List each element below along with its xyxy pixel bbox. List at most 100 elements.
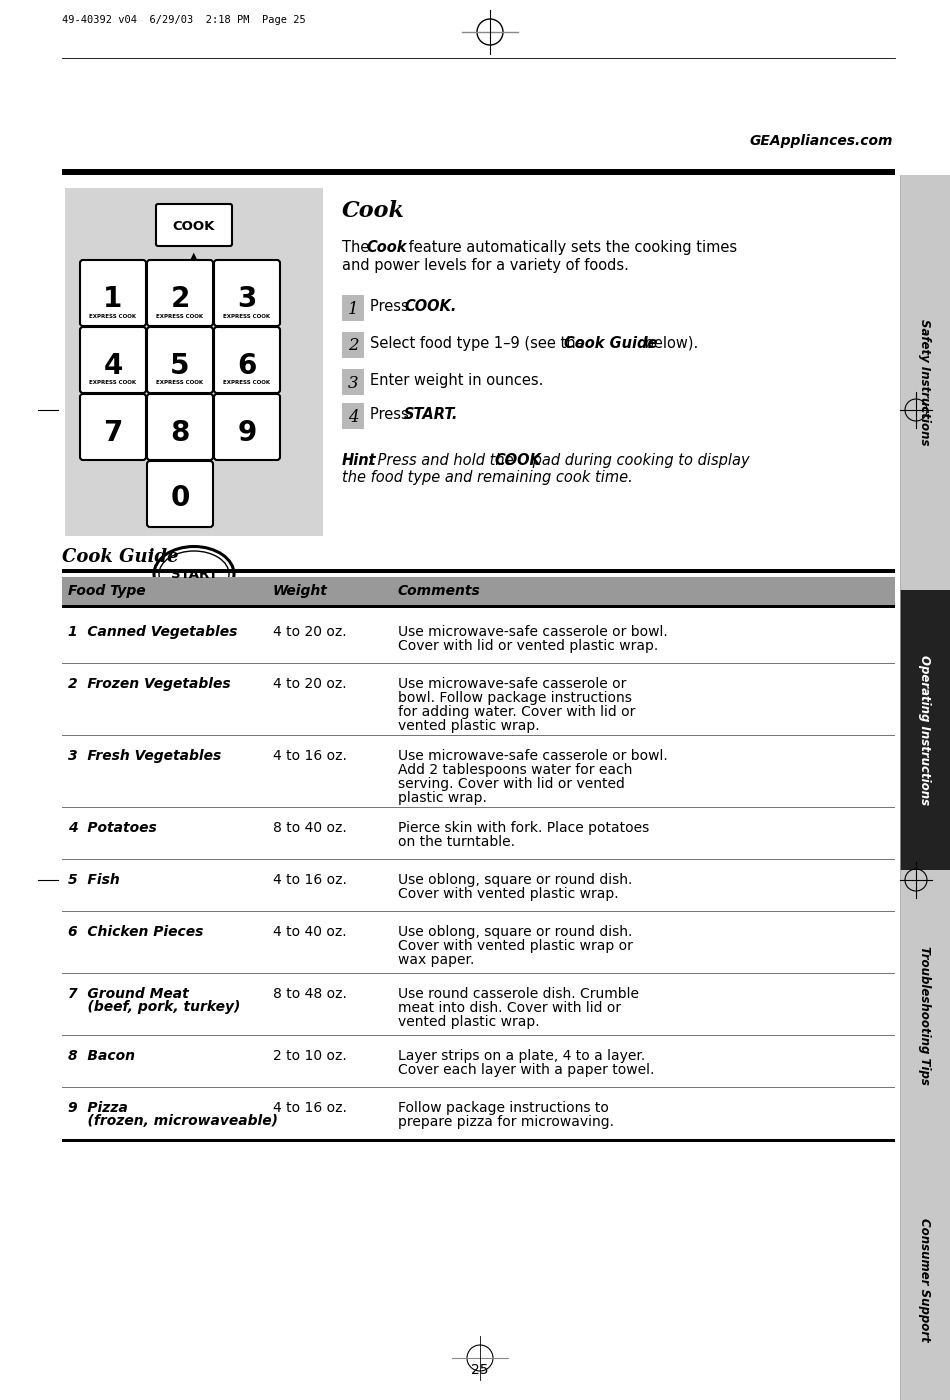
- Text: 6: 6: [238, 351, 256, 379]
- Text: The: The: [342, 239, 374, 255]
- FancyBboxPatch shape: [214, 393, 280, 461]
- Text: 0: 0: [170, 484, 190, 512]
- FancyBboxPatch shape: [147, 328, 213, 393]
- Text: 2 to 10 oz.: 2 to 10 oz.: [273, 1049, 347, 1063]
- Text: 3: 3: [348, 374, 358, 392]
- Text: 9  Pizza: 9 Pizza: [68, 1100, 128, 1114]
- FancyBboxPatch shape: [156, 204, 232, 246]
- Text: START.: START.: [404, 407, 458, 421]
- Text: 1: 1: [104, 286, 123, 314]
- Text: Weight: Weight: [273, 584, 328, 598]
- Text: EXPRESS COOK: EXPRESS COOK: [157, 381, 203, 385]
- Text: Layer strips on a plate, 4 to a layer.: Layer strips on a plate, 4 to a layer.: [398, 1049, 645, 1063]
- Text: wax paper.: wax paper.: [398, 953, 474, 967]
- Bar: [900, 869, 950, 1161]
- Bar: [62, 577, 895, 605]
- Text: Cover with vented plastic wrap or: Cover with vented plastic wrap or: [398, 939, 633, 953]
- Bar: [342, 295, 364, 321]
- Text: bowl. Follow package instructions: bowl. Follow package instructions: [398, 692, 632, 706]
- FancyBboxPatch shape: [80, 393, 146, 461]
- Text: Hint: Hint: [342, 454, 376, 468]
- Text: Press: Press: [370, 300, 413, 314]
- Text: Pierce skin with fork. Place potatoes: Pierce skin with fork. Place potatoes: [398, 820, 649, 834]
- Text: (beef, pork, turkey): (beef, pork, turkey): [68, 1000, 240, 1014]
- Text: COOK: COOK: [173, 220, 216, 232]
- Bar: [62, 605, 895, 608]
- Bar: [62, 568, 895, 573]
- Text: EXPRESS COOK: EXPRESS COOK: [157, 314, 203, 319]
- Text: 2  Frozen Vegetables: 2 Frozen Vegetables: [68, 678, 231, 692]
- Text: the food type and remaining cook time.: the food type and remaining cook time.: [342, 470, 633, 484]
- Text: pad during cooking to display: pad during cooking to display: [528, 454, 750, 468]
- Text: ▲: ▲: [190, 251, 198, 260]
- Text: 2: 2: [170, 286, 190, 314]
- FancyBboxPatch shape: [80, 328, 146, 393]
- Text: COOK: COOK: [494, 454, 541, 468]
- Bar: [342, 403, 364, 428]
- FancyBboxPatch shape: [147, 393, 213, 461]
- Text: 4: 4: [348, 409, 358, 426]
- Text: Use oblong, square or round dish.: Use oblong, square or round dish.: [398, 925, 633, 939]
- Text: 8 to 40 oz.: 8 to 40 oz.: [273, 820, 347, 834]
- Text: Add 2 tablespoons water for each: Add 2 tablespoons water for each: [398, 763, 633, 777]
- Text: 9: 9: [238, 419, 256, 447]
- Bar: [900, 589, 950, 869]
- Text: 4  Potatoes: 4 Potatoes: [68, 820, 157, 834]
- Text: Safety Instructions: Safety Instructions: [919, 319, 932, 445]
- Text: Cover with vented plastic wrap.: Cover with vented plastic wrap.: [398, 888, 618, 902]
- Text: Follow package instructions to: Follow package instructions to: [398, 1100, 609, 1114]
- Text: Cook: Cook: [366, 239, 407, 255]
- Text: Use microwave-safe casserole or: Use microwave-safe casserole or: [398, 678, 626, 692]
- Text: for adding water. Cover with lid or: for adding water. Cover with lid or: [398, 706, 636, 720]
- Text: Operating Instructions: Operating Instructions: [919, 655, 932, 805]
- Text: 4 to 20 oz.: 4 to 20 oz.: [273, 624, 347, 638]
- Text: Use microwave-safe casserole or bowl.: Use microwave-safe casserole or bowl.: [398, 624, 668, 638]
- FancyBboxPatch shape: [80, 260, 146, 326]
- Text: 7: 7: [104, 419, 123, 447]
- Text: vented plastic wrap.: vented plastic wrap.: [398, 720, 540, 734]
- Text: meat into dish. Cover with lid or: meat into dish. Cover with lid or: [398, 1001, 621, 1015]
- Text: Cover each layer with a paper towel.: Cover each layer with a paper towel.: [398, 1063, 655, 1077]
- Text: Use oblong, square or round dish.: Use oblong, square or round dish.: [398, 874, 633, 888]
- Text: 6  Chicken Pieces: 6 Chicken Pieces: [68, 925, 203, 939]
- Text: Select food type 1–9 (see the: Select food type 1–9 (see the: [370, 336, 589, 351]
- Text: Cover with lid or vented plastic wrap.: Cover with lid or vented plastic wrap.: [398, 638, 658, 652]
- Text: 7  Ground Meat: 7 Ground Meat: [68, 987, 189, 1001]
- Text: EXPRESS COOK: EXPRESS COOK: [223, 314, 271, 319]
- Text: 1  Canned Vegetables: 1 Canned Vegetables: [68, 624, 238, 638]
- Text: 8  Bacon: 8 Bacon: [68, 1049, 135, 1063]
- FancyBboxPatch shape: [147, 461, 213, 526]
- Text: below).: below).: [640, 336, 698, 351]
- Text: Use microwave-safe casserole or bowl.: Use microwave-safe casserole or bowl.: [398, 749, 668, 763]
- Text: Cook: Cook: [342, 200, 405, 223]
- FancyBboxPatch shape: [214, 328, 280, 393]
- Text: vented plastic wrap.: vented plastic wrap.: [398, 1015, 540, 1029]
- Text: 8 to 48 oz.: 8 to 48 oz.: [273, 987, 347, 1001]
- Text: : Press and hold the: : Press and hold the: [368, 454, 519, 468]
- Text: COOK.: COOK.: [404, 300, 456, 314]
- Text: Press: Press: [370, 407, 413, 421]
- Text: 4: 4: [104, 351, 123, 379]
- Text: 4 to 16 oz.: 4 to 16 oz.: [273, 1100, 347, 1114]
- Text: EXPRESS COOK: EXPRESS COOK: [89, 381, 137, 385]
- Ellipse shape: [159, 552, 229, 596]
- Text: serving. Cover with lid or vented: serving. Cover with lid or vented: [398, 777, 625, 791]
- Text: Enter weight in ounces.: Enter weight in ounces.: [370, 372, 543, 388]
- Ellipse shape: [154, 546, 234, 602]
- Text: START: START: [171, 567, 218, 581]
- Text: 25: 25: [471, 1364, 488, 1378]
- Text: 2: 2: [348, 337, 358, 354]
- Bar: [900, 175, 950, 589]
- Text: 3: 3: [238, 286, 256, 314]
- Text: 5: 5: [170, 351, 190, 379]
- Text: (frozen, microwaveable): (frozen, microwaveable): [68, 1114, 278, 1128]
- Text: 49-40392 v04  6/29/03  2:18 PM  Page 25: 49-40392 v04 6/29/03 2:18 PM Page 25: [62, 15, 306, 25]
- Text: Food Type: Food Type: [68, 584, 145, 598]
- Text: 4 to 16 oz.: 4 to 16 oz.: [273, 874, 347, 888]
- Text: Cook Guide: Cook Guide: [62, 547, 179, 566]
- Text: 4 to 20 oz.: 4 to 20 oz.: [273, 678, 347, 692]
- Bar: [62, 169, 895, 175]
- Text: EXPRESS COOK: EXPRESS COOK: [89, 314, 137, 319]
- Text: on the turntable.: on the turntable.: [398, 834, 515, 848]
- Text: 3  Fresh Vegetables: 3 Fresh Vegetables: [68, 749, 221, 763]
